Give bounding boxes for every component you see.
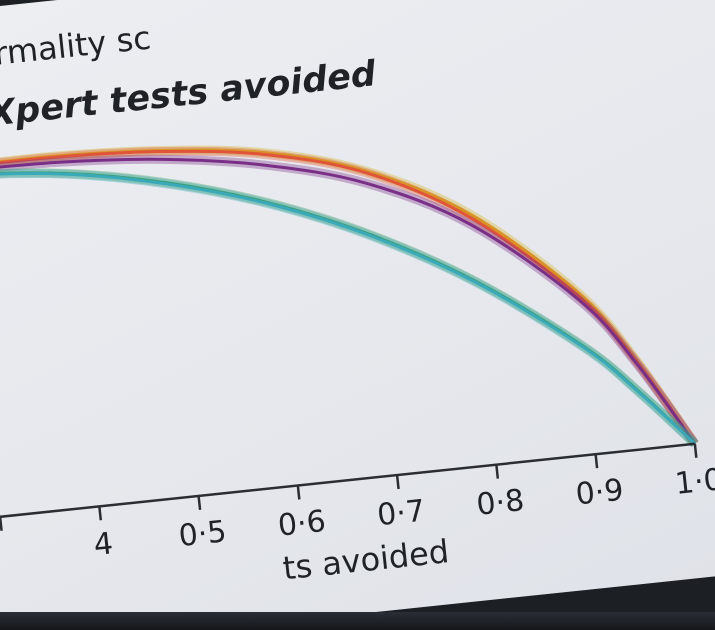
chart-title: vs Xpert tests avoided — [0, 54, 379, 140]
x-tick-mark — [296, 485, 301, 500]
x-tick-label: 1·0 — [673, 462, 715, 502]
x-tick-mark — [495, 464, 500, 479]
chart-subtitle: Abnormality sc — [0, 19, 153, 82]
series-2-line — [0, 157, 697, 445]
x-tick-mark — [197, 495, 202, 510]
x-tick-mark — [693, 443, 698, 458]
x-tick-mark — [395, 474, 400, 490]
series-4-line — [0, 172, 696, 445]
page-bottom-shadow — [0, 612, 715, 630]
x-tick-label: 0·5 — [177, 514, 228, 554]
x-tick-label: 4 — [92, 526, 115, 563]
x-tick-mark — [0, 516, 3, 531]
series-0-line — [0, 148, 697, 445]
x-tick-mark — [594, 454, 599, 469]
x-tick-label: 0·8 — [475, 483, 526, 523]
x-tick-label: 0·9 — [574, 473, 625, 513]
x-tick-label: 0·6 — [276, 504, 327, 544]
x-axis-ticks: 4 0·5 0·6 0·7 0·8 0·9 1·0 — [0, 443, 715, 563]
series-layer — [0, 145, 699, 448]
x-tick-mark — [98, 506, 103, 521]
series-1-line — [0, 149, 697, 445]
x-tick-label: 0·7 — [376, 493, 427, 533]
